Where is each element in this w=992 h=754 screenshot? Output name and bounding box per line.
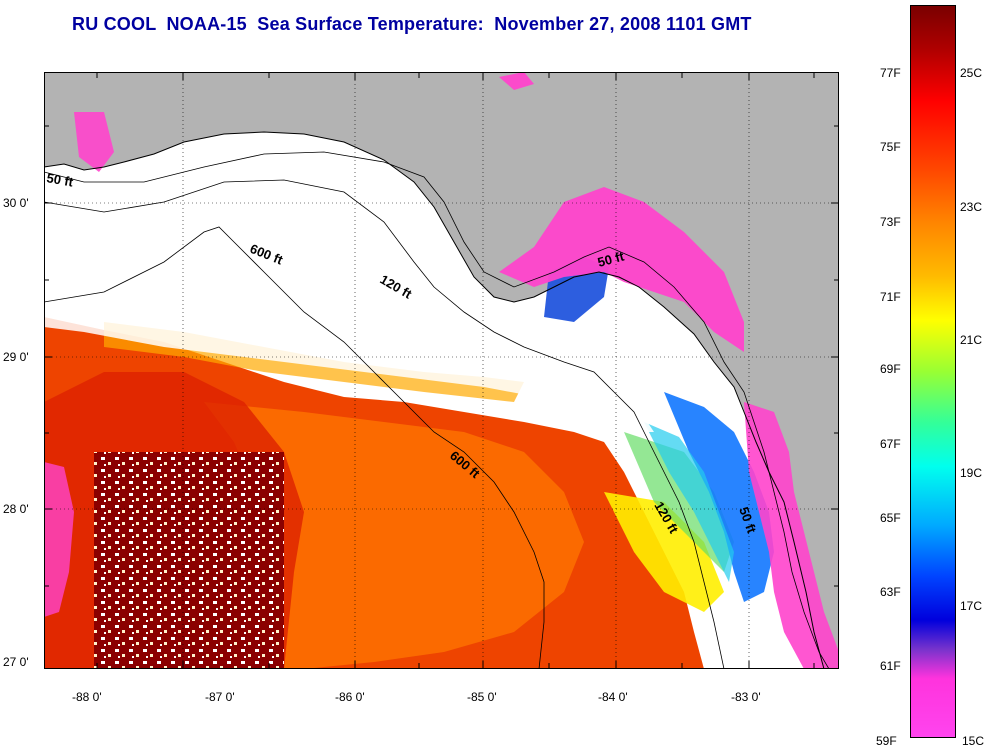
cb-c-25: 25C <box>960 66 983 80</box>
lat-label-27: 27 0' <box>3 655 29 669</box>
lon-label-85: -85 0' <box>467 690 497 704</box>
yellow-zone <box>604 492 724 612</box>
cb-f-65: 65F <box>880 511 901 525</box>
cb-c-15: 15C <box>962 734 985 748</box>
lat-label-28: 28 0' <box>3 502 29 516</box>
magenta-west <box>74 112 114 172</box>
cb-f-73: 73F <box>880 215 901 229</box>
lon-label-87: -87 0' <box>205 690 235 704</box>
cb-c-19: 19C <box>960 466 983 480</box>
lon-label-88: -88 0' <box>72 690 102 704</box>
cloud-streak-1 <box>44 307 644 422</box>
lon-label-83: -83 0' <box>731 690 761 704</box>
isobath-label-50ft-east: 50 ft <box>596 248 626 270</box>
warm-water-orange <box>204 402 584 669</box>
cb-f-59: 59F <box>876 734 897 748</box>
cb-f-69: 69F <box>880 362 901 376</box>
lon-label-86: -86 0' <box>335 690 365 704</box>
cloud-streak-2 <box>524 402 654 432</box>
cb-f-67: 67F <box>880 437 901 451</box>
cb-f-75: 75F <box>880 140 901 154</box>
cb-c-23: 23C <box>960 200 983 214</box>
map-title: RU COOL NOAA-15 Sea Surface Temperature:… <box>72 14 752 34</box>
cb-c-17: 17C <box>960 599 983 613</box>
coastline <box>44 131 825 669</box>
magenta-bigbend <box>499 187 744 352</box>
isobath-50ft <box>44 151 830 669</box>
magenta-offshore <box>499 72 534 90</box>
cloud-speckle-area <box>94 452 284 669</box>
isobath-120ft <box>44 179 725 669</box>
blue-nearshore <box>664 392 774 602</box>
cyan-nearshore <box>644 422 734 582</box>
lat-label-29: 29 0' <box>3 350 29 364</box>
sst-map: 50 ft 600 ft 120 ft 50 ft 600 ft 120 ft … <box>44 72 839 669</box>
isobath-label-50ft-west: 50 ft <box>45 170 75 190</box>
cb-f-71: 71F <box>880 290 901 304</box>
isobath-600ft <box>44 226 545 669</box>
cb-f-63: 63F <box>880 585 901 599</box>
magenta-west-edge <box>44 462 74 617</box>
graticule <box>44 72 839 669</box>
cb-c-21: 21C <box>960 333 983 347</box>
cb-f-77: 77F <box>880 66 901 80</box>
lon-label-84: -84 0' <box>598 690 628 704</box>
cb-f-61: 61F <box>880 659 901 673</box>
lat-label-30: 30 0' <box>3 196 29 210</box>
temperature-colorbar <box>910 5 956 738</box>
